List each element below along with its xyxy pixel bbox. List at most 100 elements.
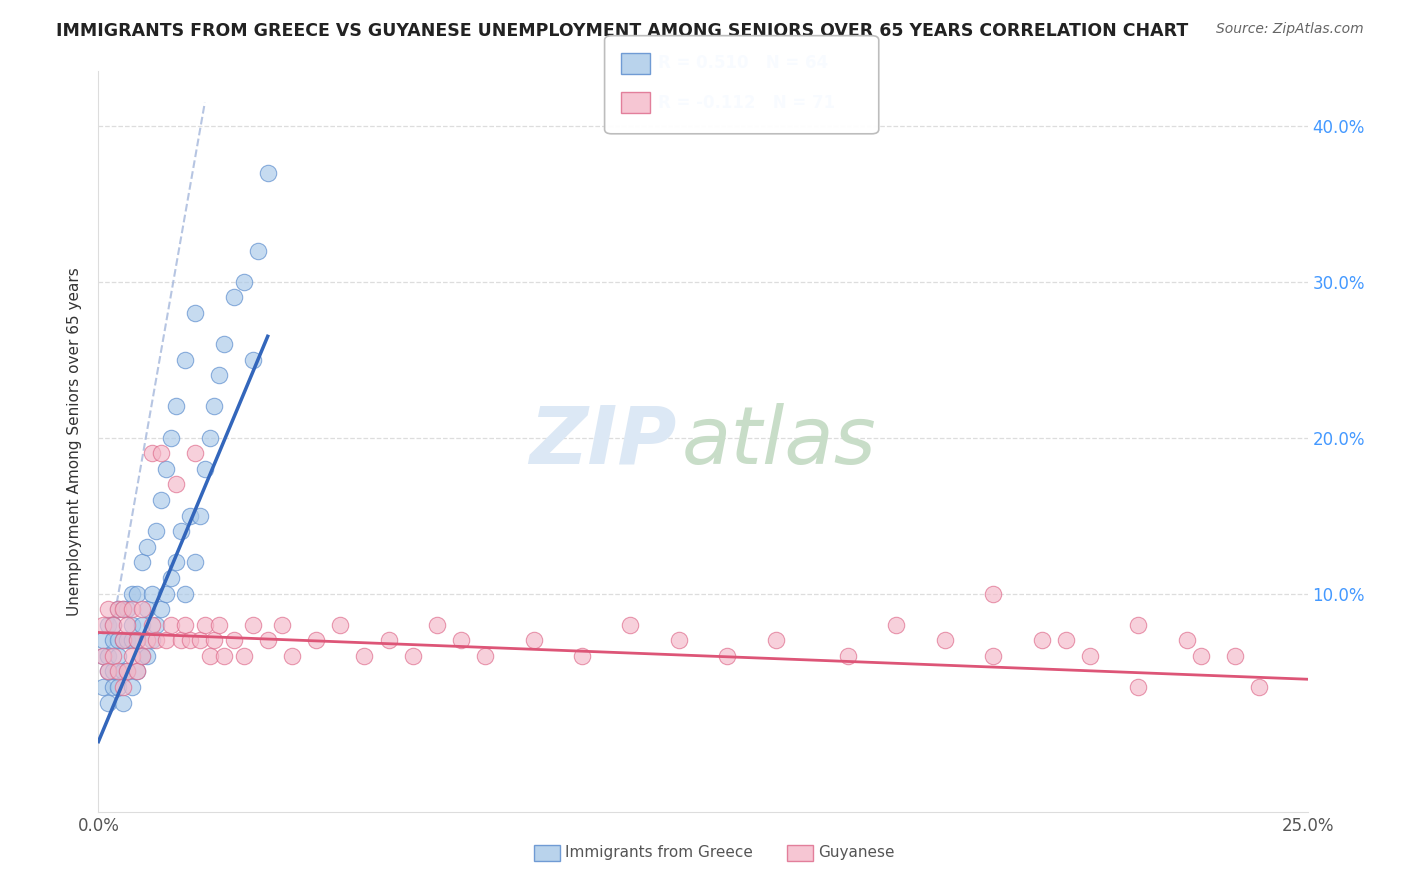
Point (131, 648, 153, 663)
Point (305, 633, 328, 648)
Point (97, 665, 120, 679)
Point (145, 524, 167, 538)
Point (107, 680, 129, 694)
Point (198, 431, 221, 445)
Point (101, 633, 124, 648)
Point (1078, 648, 1101, 663)
Point (184, 306, 207, 320)
Point (111, 633, 134, 648)
Point (222, 290, 245, 304)
Point (426, 617, 449, 632)
Point (212, 648, 235, 663)
Text: IMMIGRANTS FROM GREECE VS GUYANESE UNEMPLOYMENT AMONG SENIORS OVER 65 YEARS CORR: IMMIGRANTS FROM GREECE VS GUYANESE UNEMP… (56, 22, 1188, 40)
Text: ZIP: ZIP (529, 402, 676, 481)
Point (1249, 680, 1271, 694)
Point (91, 648, 114, 663)
Point (121, 633, 143, 648)
Point (127, 633, 149, 648)
Point (981, 648, 1004, 663)
Point (131, 648, 153, 663)
Point (117, 633, 139, 648)
Point (212, 337, 235, 351)
Point (150, 602, 173, 616)
Point (135, 648, 157, 663)
Point (198, 648, 221, 663)
Point (145, 633, 167, 648)
Point (107, 648, 129, 663)
Point (101, 665, 124, 679)
Point (169, 633, 191, 648)
Point (242, 617, 264, 632)
Point (101, 617, 124, 632)
Text: Source: ZipAtlas.com: Source: ZipAtlas.com (1216, 22, 1364, 37)
Point (232, 648, 254, 663)
Point (127, 665, 149, 679)
Point (247, 244, 270, 258)
Point (194, 617, 217, 632)
Point (837, 648, 859, 663)
Point (117, 602, 139, 616)
Point (101, 617, 124, 632)
Point (450, 633, 472, 648)
Point (1128, 680, 1150, 694)
Point (232, 275, 254, 289)
Point (981, 586, 1004, 600)
Point (204, 633, 226, 648)
Point (97, 617, 120, 632)
Point (107, 633, 129, 648)
Point (165, 477, 187, 491)
Point (184, 446, 207, 460)
Point (179, 633, 201, 648)
Point (141, 446, 163, 460)
Point (91, 633, 114, 648)
Y-axis label: Unemployment Among Seniors over 65 years: Unemployment Among Seniors over 65 years (67, 268, 83, 615)
Point (271, 617, 294, 632)
Point (668, 633, 690, 648)
Point (155, 586, 177, 600)
Point (160, 617, 183, 632)
Point (208, 617, 231, 632)
Text: Immigrants from Greece: Immigrants from Greece (565, 846, 754, 860)
Point (174, 617, 197, 632)
Point (1128, 617, 1150, 632)
Point (281, 648, 304, 663)
Point (111, 602, 134, 616)
Point (121, 617, 143, 632)
Point (121, 602, 143, 616)
Point (765, 633, 787, 648)
Point (174, 586, 197, 600)
Point (184, 555, 207, 569)
Point (150, 493, 173, 508)
Point (242, 352, 264, 367)
Point (194, 462, 217, 476)
Point (91, 617, 114, 632)
Point (329, 617, 352, 632)
Point (135, 602, 157, 616)
Point (117, 665, 139, 679)
Point (165, 555, 187, 569)
Point (141, 617, 163, 632)
Point (97, 665, 120, 679)
Point (91, 648, 114, 663)
Point (1054, 633, 1077, 648)
Point (127, 665, 149, 679)
Point (179, 508, 201, 523)
Point (1031, 633, 1053, 648)
Point (145, 617, 167, 632)
Point (934, 633, 956, 648)
Point (131, 602, 153, 616)
Point (188, 508, 211, 523)
Point (97, 602, 120, 616)
Point (121, 586, 143, 600)
Point (117, 665, 139, 679)
Point (107, 665, 129, 679)
Point (886, 617, 908, 632)
Point (101, 648, 124, 663)
Point (571, 648, 593, 663)
Text: Guyanese: Guyanese (818, 846, 894, 860)
Point (1223, 648, 1246, 663)
Point (256, 633, 278, 648)
Point (1175, 633, 1198, 648)
Point (523, 633, 546, 648)
Text: atlas: atlas (682, 402, 876, 481)
